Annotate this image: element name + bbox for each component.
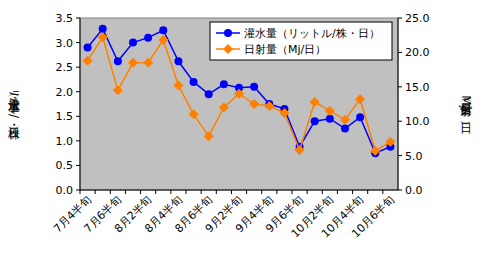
marker [174, 81, 183, 90]
marker [310, 97, 319, 106]
marker [113, 86, 122, 95]
x-tick [80, 190, 81, 194]
x-tick [246, 190, 247, 194]
y-tick-label: 0.0 [56, 184, 74, 197]
y-tick [76, 18, 80, 19]
y-tick [76, 190, 80, 191]
marker [129, 58, 138, 67]
x-tick [261, 190, 262, 194]
marker [280, 108, 289, 117]
marker [190, 78, 198, 86]
marker [220, 80, 228, 88]
marker [356, 113, 364, 121]
legend-marker [224, 45, 233, 54]
y-tick [76, 116, 80, 117]
y-tick [76, 140, 80, 141]
marker [98, 33, 107, 42]
marker [159, 26, 167, 34]
marker [83, 56, 92, 65]
marker [371, 146, 380, 155]
x-tick [231, 190, 232, 194]
x-axis [80, 190, 398, 191]
x-tick [367, 190, 368, 194]
x-tick [276, 190, 277, 194]
x-tick [95, 190, 96, 194]
marker [174, 57, 182, 65]
y-tick-label: 0.5 [56, 159, 74, 172]
marker [144, 58, 153, 67]
y-tick [76, 165, 80, 166]
marker [189, 110, 198, 119]
x-tick [155, 190, 156, 194]
marker [250, 83, 258, 91]
y-tick-label: 3.0 [56, 37, 74, 50]
chart: 0.0 0.5 1.0 1.5 2.0 2.5 3.0 3.5 0.0 5.0 10.0 15.0 20… [0, 0, 482, 280]
x-tick [110, 190, 111, 194]
y2-tick [398, 86, 402, 87]
legend-marker [224, 29, 232, 37]
x-tick [170, 190, 171, 194]
x-tick-label: 10月6半旬 [349, 193, 396, 240]
x-tick [307, 190, 308, 194]
y2-tick-label: 5.0 [405, 150, 423, 163]
marker [99, 25, 107, 33]
y2-tick-label: 0.0 [405, 184, 423, 197]
y-tick-label: 1.5 [56, 110, 74, 123]
marker [235, 89, 244, 98]
y-axis [80, 18, 81, 190]
y2-tick [398, 18, 402, 19]
x-tick [352, 190, 353, 194]
marker [250, 100, 259, 109]
marker [325, 106, 334, 115]
marker [129, 39, 137, 47]
y-tick-label: 3.5 [56, 12, 74, 25]
x-tick [292, 190, 293, 194]
marker [341, 115, 350, 124]
legend-label: 日射量（Mj/日） [244, 43, 326, 56]
x-tick [322, 190, 323, 194]
legend-box [210, 22, 392, 60]
y2-axis [398, 18, 399, 190]
y-tick-label: 1.0 [56, 135, 74, 148]
background [0, 0, 482, 280]
y-tick-label: 2.0 [56, 86, 74, 99]
x-tick [337, 190, 338, 194]
y-tick [76, 42, 80, 43]
y2-tick-label: 15.0 [405, 81, 430, 94]
marker [205, 90, 213, 98]
legend: 灌水量（リットル/株・日） 日射量（Mj/日） [210, 22, 392, 60]
y2-tick-label: 20.0 [405, 46, 430, 59]
marker [265, 102, 274, 111]
x-tick [140, 190, 141, 194]
y2-tick [398, 155, 402, 156]
y-axis-title: 灌水量（ﾘｯﾄﾙ/株・日） [7, 90, 21, 140]
marker [219, 103, 228, 112]
marker [159, 36, 168, 45]
y-tick [76, 91, 80, 92]
y2-tick [398, 52, 402, 53]
y2-tick [398, 190, 402, 191]
marker [356, 95, 365, 104]
plot-area [80, 18, 398, 190]
y2-tick [398, 121, 402, 122]
marker [204, 132, 213, 141]
legend-label: 灌水量（リットル/株・日） [244, 27, 380, 40]
y2-tick-label: 25.0 [405, 12, 430, 25]
marker [84, 43, 92, 51]
x-tick [201, 190, 202, 194]
x-tick [382, 190, 383, 194]
y-tick-label: 2.5 [56, 61, 74, 74]
marker [114, 57, 122, 65]
y2-axis-title: 日射量（Mj/日） [459, 95, 473, 134]
y2-tick-label: 10.0 [405, 115, 430, 128]
marker [144, 34, 152, 42]
x-tick [125, 190, 126, 194]
marker [311, 117, 319, 125]
marker [295, 146, 304, 155]
y-tick [76, 67, 80, 68]
marker [341, 125, 349, 133]
x-tick [186, 190, 187, 194]
marker [386, 137, 395, 146]
x-tick [216, 190, 217, 194]
